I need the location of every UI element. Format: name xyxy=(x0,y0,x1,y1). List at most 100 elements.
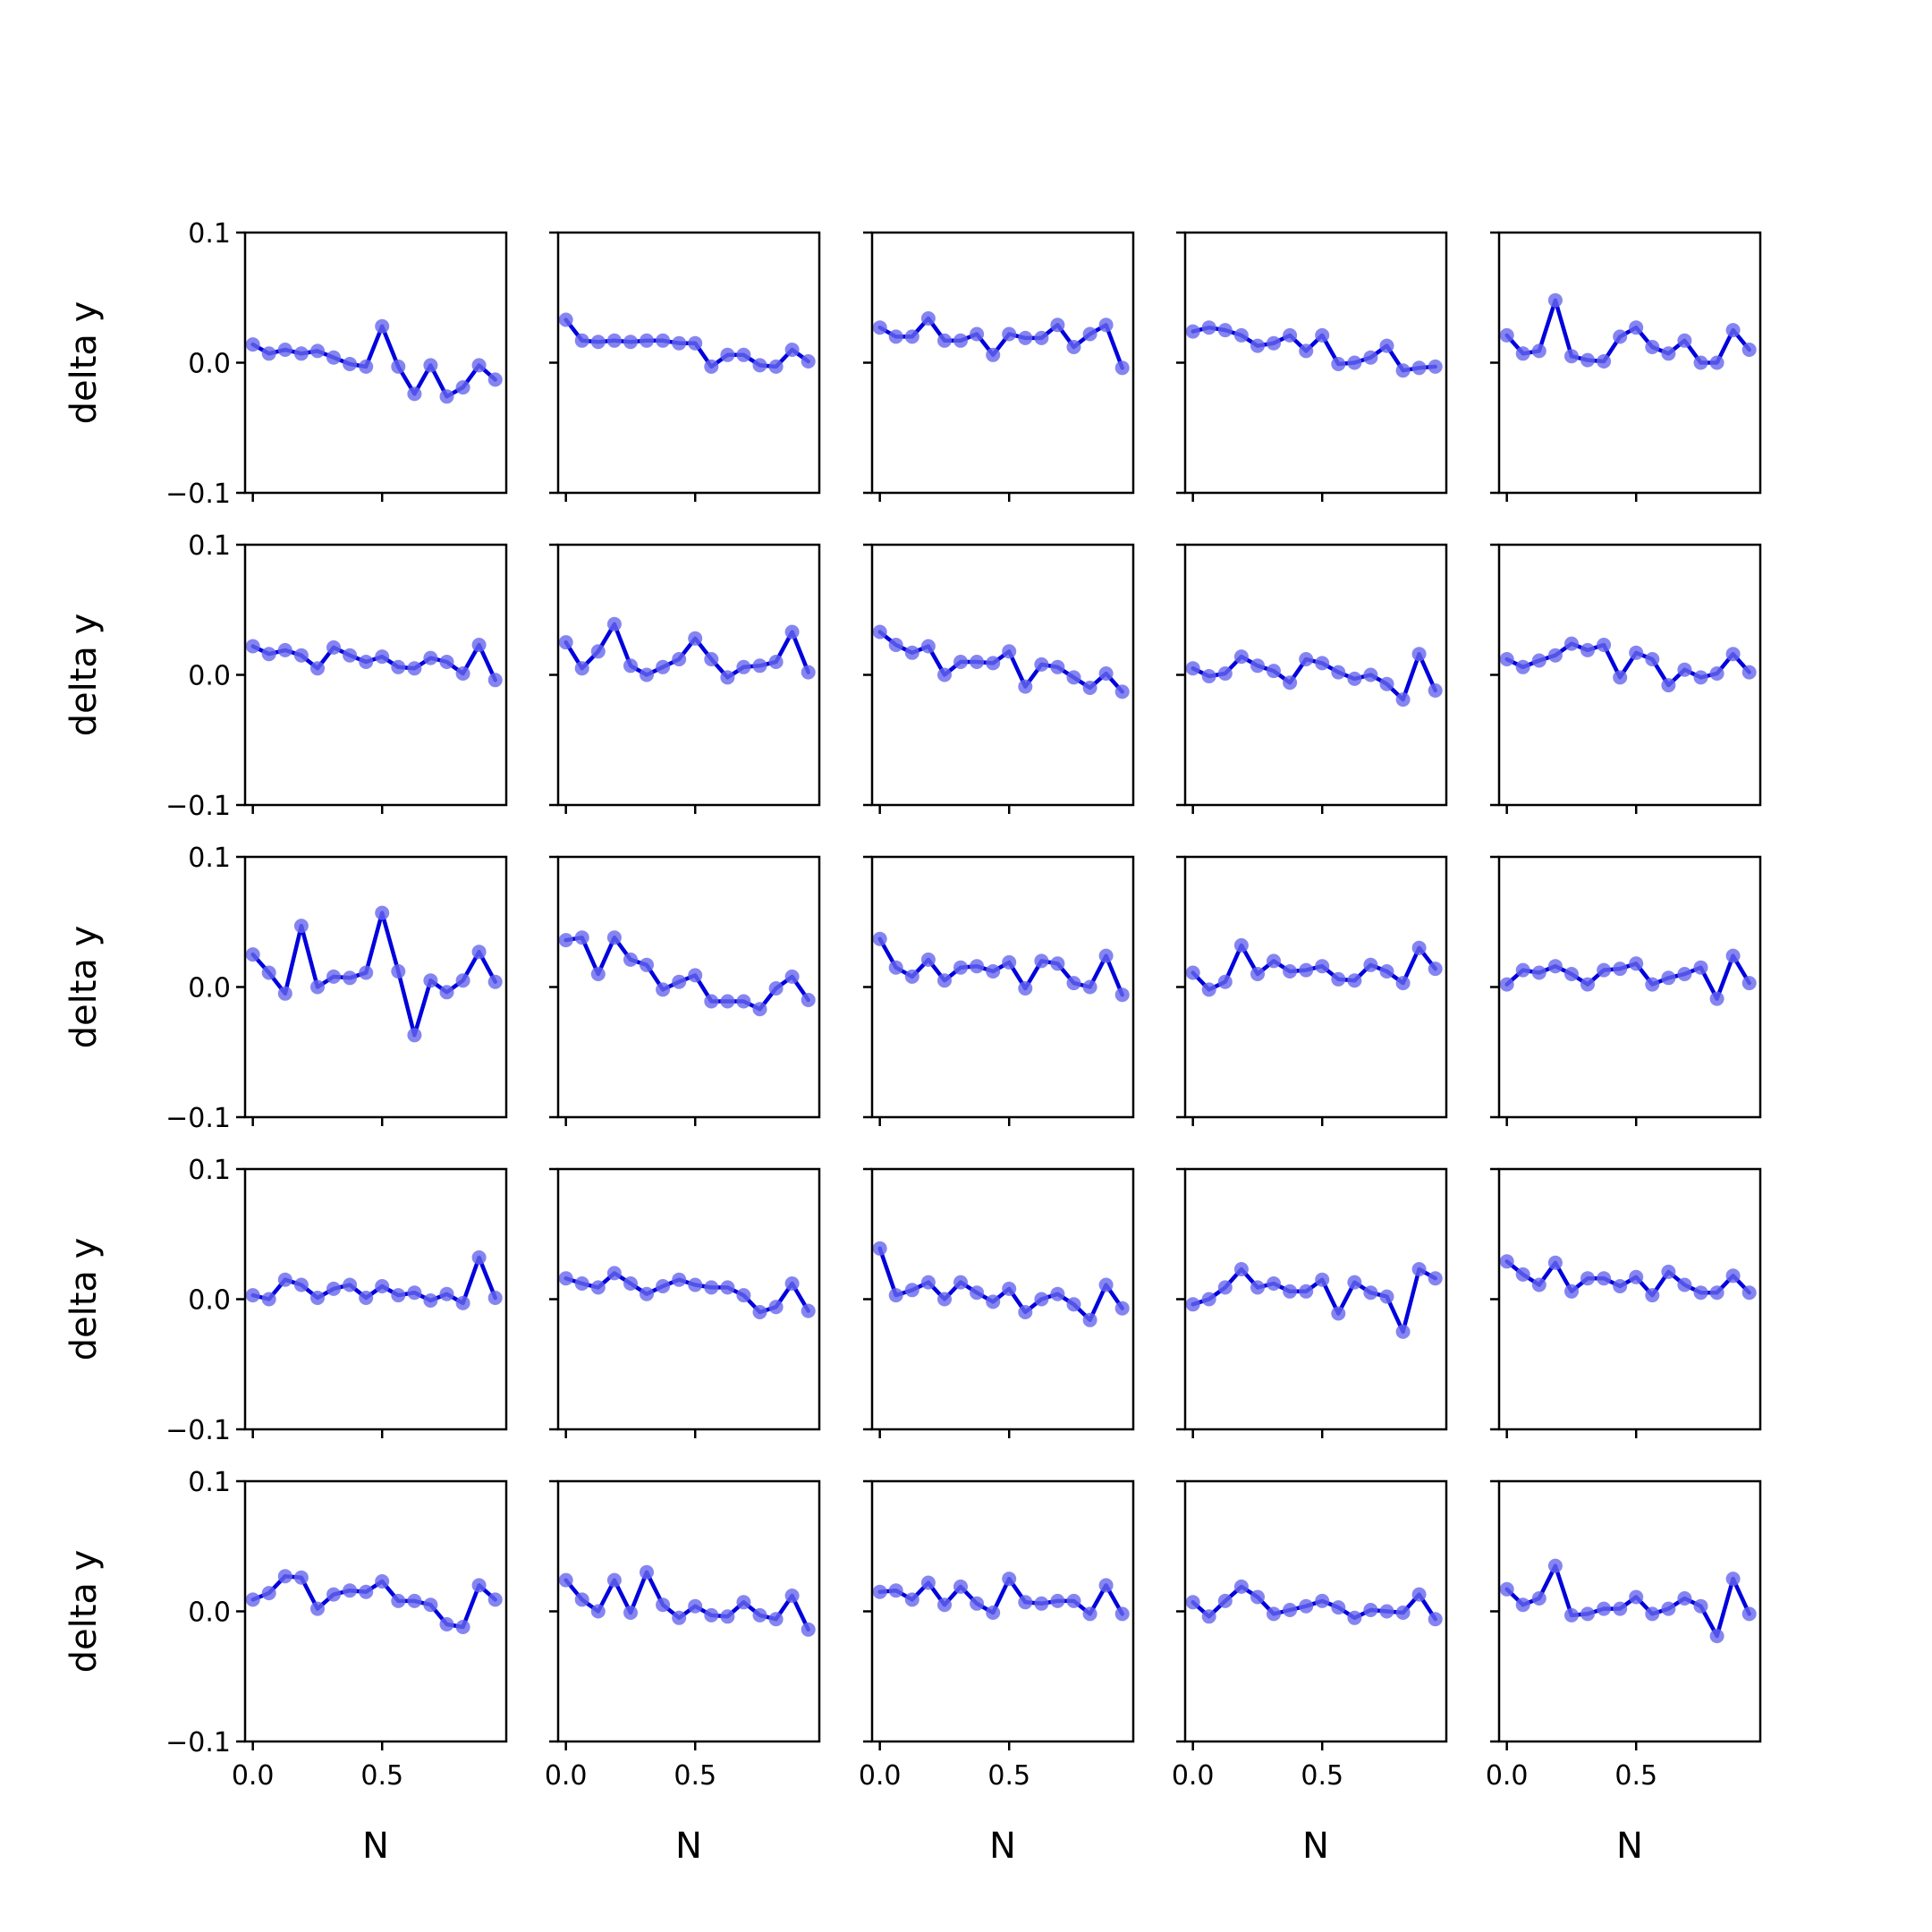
data-point xyxy=(606,930,622,945)
data-point xyxy=(801,354,816,369)
data-point xyxy=(1050,659,1065,674)
data-point xyxy=(1379,1604,1394,1619)
data-point xyxy=(391,359,406,374)
data-point xyxy=(326,1281,341,1296)
y-tick-label: 0.0 xyxy=(188,1285,231,1317)
data-point xyxy=(1693,1598,1708,1614)
data-point xyxy=(1613,670,1628,685)
data-point xyxy=(1217,1280,1233,1295)
data-point xyxy=(1709,1629,1724,1644)
data-point xyxy=(1411,1587,1427,1602)
y-tick-label: −0.1 xyxy=(165,1103,231,1134)
subplot-r1-c1: −0.1 0.0 0.1 delta y xyxy=(64,218,508,510)
data-point xyxy=(487,673,503,688)
data-point xyxy=(1580,977,1595,992)
data-point xyxy=(1661,970,1676,986)
y-tick-label: 0.1 xyxy=(188,843,231,874)
data-point xyxy=(1531,1591,1546,1606)
data-point xyxy=(1034,953,1049,969)
data-point xyxy=(1645,652,1660,666)
data-point xyxy=(1098,666,1114,681)
series-line xyxy=(1191,943,1437,992)
data-point xyxy=(1363,957,1378,972)
x-axis-label: N xyxy=(675,1826,702,1867)
y-axis-label: delta y xyxy=(64,926,105,1049)
data-point xyxy=(407,1028,422,1043)
x-tick-label: 0.0 xyxy=(1486,1760,1529,1792)
data-point xyxy=(293,919,309,934)
data-point xyxy=(736,659,751,674)
data-point xyxy=(1315,327,1330,343)
data-point xyxy=(261,1292,276,1307)
data-point xyxy=(487,1291,503,1305)
data-point xyxy=(736,994,751,1009)
data-point xyxy=(423,358,438,373)
data-point xyxy=(558,1271,573,1286)
y-tick-label: 0.0 xyxy=(188,973,231,1004)
x-tick-label: 0.5 xyxy=(1614,1760,1657,1792)
data-point xyxy=(574,1592,589,1607)
data-point xyxy=(920,1575,936,1590)
data-point xyxy=(1597,962,1612,978)
data-point xyxy=(1299,962,1314,978)
data-point xyxy=(1515,1267,1530,1282)
data-point xyxy=(656,659,671,674)
series-line xyxy=(564,935,810,1012)
x-tick-label: 0.5 xyxy=(987,1760,1030,1792)
data-point xyxy=(407,661,422,676)
data-point xyxy=(953,333,968,348)
data-point xyxy=(590,1280,606,1295)
data-point xyxy=(752,358,767,373)
subplot-r2-c2 xyxy=(549,543,821,814)
data-point xyxy=(640,1564,654,1580)
data-point xyxy=(343,970,358,986)
data-point xyxy=(672,1272,687,1287)
data-point xyxy=(1597,638,1612,652)
data-point xyxy=(704,1280,719,1295)
data-point xyxy=(1677,662,1692,677)
data-point xyxy=(1709,666,1724,681)
data-point xyxy=(1233,1579,1249,1594)
data-point xyxy=(343,357,358,371)
data-point xyxy=(471,638,487,652)
data-point xyxy=(1428,683,1443,698)
data-point xyxy=(888,329,903,344)
y-tick-label: 0.0 xyxy=(188,349,231,380)
data-point xyxy=(1693,960,1708,975)
data-point xyxy=(1564,636,1579,651)
data-point xyxy=(1082,681,1097,695)
data-point xyxy=(1299,1284,1314,1299)
series-line xyxy=(250,324,497,399)
data-point xyxy=(904,969,919,984)
data-point xyxy=(1185,965,1200,980)
data-point xyxy=(359,1291,374,1305)
series-line xyxy=(877,316,1124,370)
data-point xyxy=(1201,669,1216,683)
data-point xyxy=(1709,1285,1724,1301)
data-point xyxy=(640,957,654,972)
series-line xyxy=(1191,1267,1437,1335)
data-point xyxy=(736,1288,751,1303)
data-point xyxy=(1098,1277,1114,1292)
data-point xyxy=(1018,330,1033,345)
data-point xyxy=(439,655,454,669)
data-point xyxy=(1185,1595,1200,1610)
data-point xyxy=(1066,1593,1081,1608)
y-tick-label: 0.1 xyxy=(188,530,231,562)
data-point xyxy=(872,320,887,335)
data-point xyxy=(720,1609,735,1624)
data-point xyxy=(872,1584,887,1599)
data-point xyxy=(1250,967,1265,981)
data-point xyxy=(1645,340,1660,354)
data-point xyxy=(623,658,638,674)
subplot-r2-c3 xyxy=(863,543,1135,814)
data-point xyxy=(1315,656,1330,671)
data-point xyxy=(1725,948,1741,963)
data-point xyxy=(1315,959,1330,974)
data-point xyxy=(423,973,438,988)
subplot-r3-c2 xyxy=(549,855,821,1126)
data-point xyxy=(1331,665,1346,680)
data-point xyxy=(720,347,735,362)
data-point xyxy=(1677,1277,1692,1292)
data-point xyxy=(1411,647,1427,662)
